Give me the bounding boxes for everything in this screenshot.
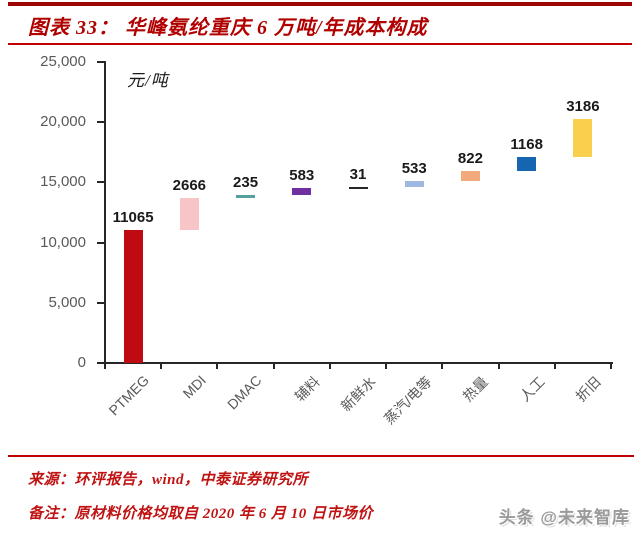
bar-蒸汽/电等 (404, 181, 424, 188)
header-bottom-rule (8, 43, 632, 45)
x-category-label: PTMEG (105, 372, 153, 419)
x-axis-tick (497, 363, 500, 369)
y-axis-tick (97, 61, 105, 63)
y-axis-tick (97, 181, 105, 184)
x-category-label: 人工 (516, 373, 548, 405)
x-axis-line (104, 362, 613, 364)
y-axis-unit-label: 元/吨 (127, 71, 169, 90)
y-axis-tick (97, 301, 105, 304)
x-category-label: DMAC (224, 372, 265, 413)
x-category-label: 新鲜水 (337, 373, 379, 415)
bar-DMAC (236, 194, 256, 198)
bar-MDI (179, 197, 199, 230)
x-axis-tick (610, 363, 612, 369)
y-axis-tick-label: 25,000 (40, 53, 86, 70)
source-note: 来源：环评报告，wind，中泰证券研究所 (28, 472, 309, 488)
watermark: 头条 @未来智库 (498, 508, 630, 527)
bar-辅料 (292, 187, 312, 195)
y-axis-tick-label: 10,000 (40, 233, 86, 251)
bar-PTMEG (123, 229, 143, 363)
y-axis-tick-label: 20,000 (40, 113, 86, 131)
x-category-label: MDI (179, 372, 209, 402)
bar-新鲜水 (348, 187, 368, 189)
bar-value-label: 1168 (510, 136, 543, 154)
header-top-rule (8, 2, 632, 6)
footer-separator-rule (8, 455, 634, 457)
x-axis-tick (160, 363, 163, 369)
bar-value-label: 235 (233, 173, 259, 191)
bar-value-label: 31 (349, 166, 367, 184)
page-title: 图表 33： 华峰氨纶重庆 6 万吨/年成本构成 (28, 17, 428, 39)
x-axis-tick (553, 363, 556, 369)
x-axis-tick (216, 363, 219, 369)
y-axis-line (104, 61, 106, 364)
bar-value-label: 533 (401, 160, 427, 178)
y-axis-tick (97, 241, 105, 244)
x-category-label: 折旧 (572, 373, 604, 405)
x-axis-tick (272, 363, 275, 369)
waterfall-chart: 元/吨 0 5,000 10,000 15,000 20,000 25,000 11065 P… (40, 53, 613, 428)
bar-value-label: 2666 (172, 176, 207, 194)
x-category-label: 辅料 (291, 373, 323, 405)
bar-折旧 (573, 118, 593, 158)
y-axis-tick (97, 362, 105, 364)
x-category-label: 热量 (460, 373, 492, 405)
y-axis-tick (97, 121, 105, 124)
x-axis-tick (441, 363, 444, 369)
y-axis-tick-label: 0 (77, 354, 86, 371)
bar-value-label: 583 (289, 166, 315, 184)
y-axis-tick-label: 5,000 (48, 293, 86, 311)
remark-note: 备注：原材料价格均取自 2020 年 6 月 10 日市场价 (28, 506, 374, 522)
x-axis-tick (385, 363, 388, 369)
bar-value-label: 822 (457, 150, 483, 168)
x-axis-tick (328, 363, 331, 369)
bar-热量 (460, 171, 480, 182)
x-axis-tick (104, 363, 106, 369)
bar-人工 (517, 157, 537, 172)
bar-value-label: 11065 (112, 208, 154, 226)
bar-value-label: 3186 (566, 97, 600, 115)
x-category-label: 蒸汽/电等 (381, 373, 435, 428)
y-axis-tick-label: 15,000 (40, 173, 86, 191)
